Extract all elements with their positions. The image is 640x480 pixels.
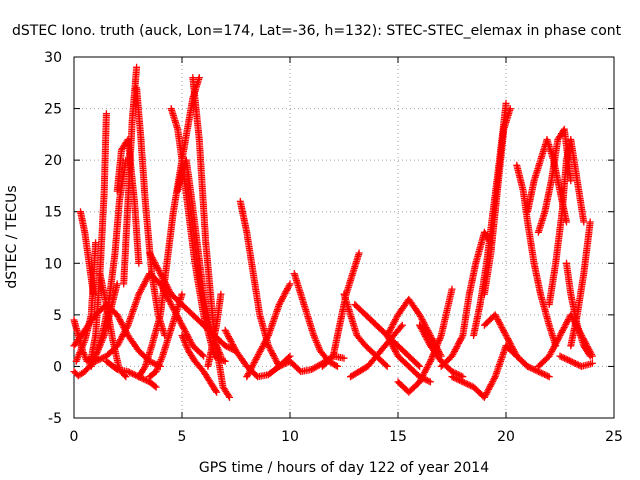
x-tick-label: 0: [70, 429, 79, 445]
x-tick-label: 25: [605, 429, 623, 445]
data-marker-trace: [92, 270, 208, 365]
data-marker-trace: [513, 161, 560, 350]
data-marker-trace: [534, 311, 596, 370]
data-marker-trace: [448, 342, 510, 401]
data-marker-trace: [340, 290, 391, 370]
data-marker-trace: [236, 197, 283, 370]
data-series: [513, 161, 560, 350]
data-series: [178, 332, 221, 396]
data-series: [146, 249, 240, 355]
x-tick-label: 10: [281, 429, 299, 445]
y-tick-label: 25: [44, 102, 62, 118]
data-series: [567, 218, 594, 350]
data-marker-trace: [394, 285, 456, 396]
data-series: [87, 156, 130, 370]
y-tick-label: 5: [53, 308, 62, 324]
data-series: [448, 342, 510, 401]
data-marker-trace: [146, 249, 240, 355]
data-marker-trace: [77, 208, 97, 298]
y-tick-label: 20: [44, 153, 62, 169]
axis-ticks: 0 5 10 15 20 25 -5 0 5 10 15 20 25 30: [44, 50, 623, 445]
data-series: [545, 136, 588, 308]
plot-frame: [73, 56, 615, 419]
data-marker-trace: [120, 63, 141, 288]
x-tick-label: 15: [389, 429, 407, 445]
data-series: [243, 280, 294, 381]
data-marker-trace: [87, 156, 130, 370]
x-tick-label: 5: [178, 429, 187, 445]
data-series: [340, 290, 391, 370]
data-marker-trace: [437, 228, 495, 370]
y-tick-label: 0: [53, 359, 62, 375]
data-series: [120, 63, 141, 288]
data-marker-trace: [502, 342, 553, 381]
data-marker-trace: [70, 301, 164, 370]
x-tick-label: 20: [497, 429, 515, 445]
data-marker-trace: [545, 136, 588, 308]
chart-title: dSTEC Iono. truth (auck, Lon=174, Lat=-3…: [12, 23, 622, 39]
data-points: [70, 63, 596, 401]
y-tick-label: 15: [44, 205, 62, 221]
data-marker-trace: [318, 249, 363, 370]
y-axis-label: dSTEC / TECUs: [4, 185, 20, 288]
data-series: [502, 342, 553, 381]
data-series: [236, 197, 283, 370]
x-axis-label: GPS time / hours of day 122 of year 2014: [199, 460, 489, 476]
data-series: [556, 352, 596, 370]
y-tick-label: 10: [44, 256, 62, 272]
y-tick-label: -5: [48, 411, 62, 427]
data-series: [480, 105, 514, 298]
data-series: [318, 249, 363, 370]
data-series: [534, 311, 596, 370]
y-tick-label: 30: [44, 50, 62, 66]
data-series: [437, 228, 495, 370]
data-series: [77, 208, 97, 298]
data-marker-trace: [567, 218, 594, 350]
data-series: [70, 301, 164, 370]
data-series: [534, 125, 575, 236]
data-marker-trace: [534, 125, 575, 236]
data-series: [394, 285, 456, 396]
data-marker-trace: [556, 352, 596, 370]
data-marker-trace: [243, 280, 294, 381]
data-series: [92, 270, 208, 365]
data-marker-trace: [480, 105, 514, 298]
data-marker-trace: [178, 332, 221, 396]
